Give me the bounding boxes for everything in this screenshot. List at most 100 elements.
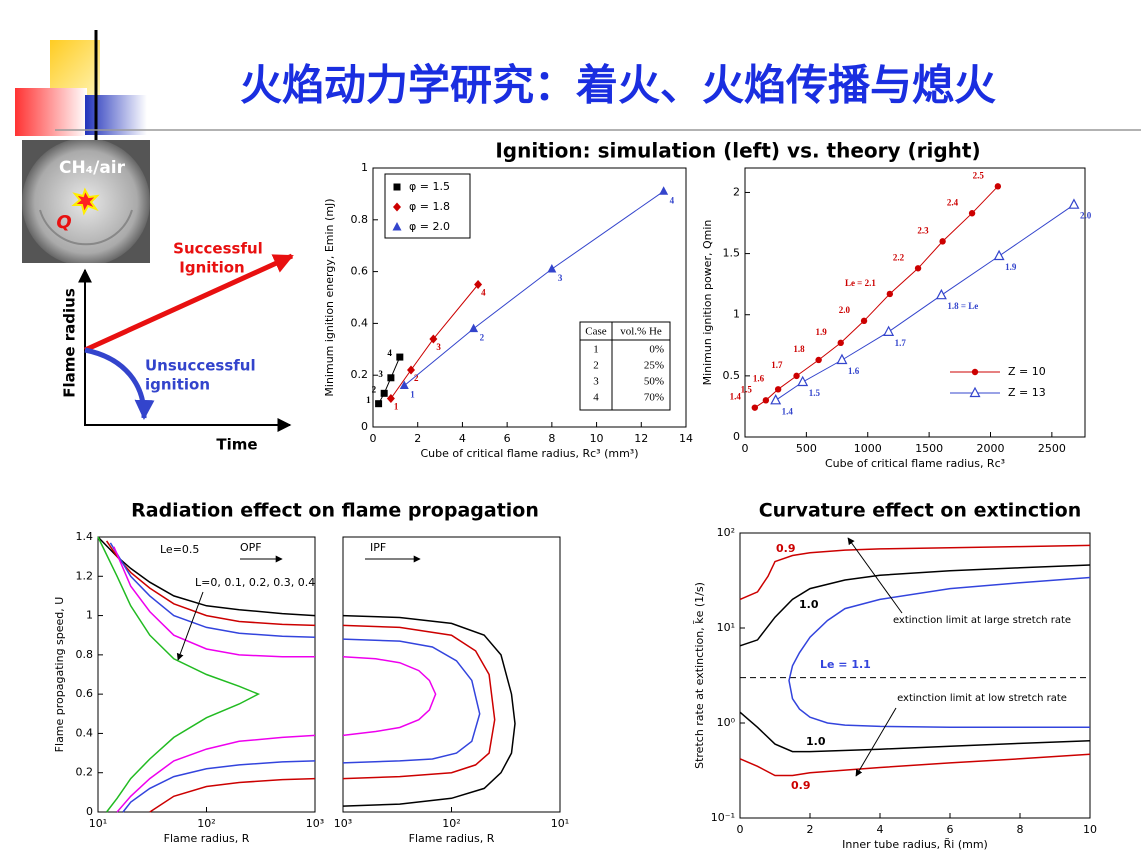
point <box>793 372 800 380</box>
x-tick-label: 2 <box>807 823 814 836</box>
legend-marker <box>392 222 402 231</box>
table-cell: 3 <box>593 376 599 388</box>
fit-line <box>390 284 479 399</box>
annotation: 0.9 <box>791 779 811 792</box>
point-label: 1 <box>394 402 399 412</box>
failure-label: ignition <box>145 376 210 394</box>
point <box>935 288 947 300</box>
x-tick-label: 10 <box>590 432 604 445</box>
point <box>770 394 782 405</box>
x-tick-label: 4 <box>459 432 466 445</box>
point <box>860 317 868 325</box>
decor-square <box>85 95 147 135</box>
point-label: 2.2 <box>893 252 905 262</box>
table-cell: 1 <box>593 344 599 356</box>
x-tick-label: 12 <box>634 432 648 445</box>
curve <box>342 624 496 780</box>
point-label: 1.9 <box>815 327 827 337</box>
point <box>474 280 483 290</box>
curve <box>788 576 1091 729</box>
point <box>469 323 479 333</box>
point <box>883 325 895 336</box>
x-tick-label: 10² <box>197 817 215 830</box>
x-axis-label: Cube of critical flame radius, Rc³ <box>825 457 1005 470</box>
table-header: Case <box>585 326 607 338</box>
point-label: 2.0 <box>839 305 851 315</box>
y-tick-label: 10⁰ <box>717 716 736 729</box>
point-label: 3 <box>558 273 563 283</box>
y-tick-label: 10² <box>717 526 735 539</box>
point-label: 1.5 <box>809 388 821 398</box>
fit-line <box>403 190 664 386</box>
point <box>547 264 557 273</box>
y-tick-label: 1 <box>733 308 740 321</box>
y-tick-label: 0.4 <box>76 726 94 739</box>
x-axis-label: Inner tube radius, R̃i (mm) <box>842 838 988 851</box>
point-label: 2 <box>372 384 377 394</box>
y-tick-label: 0.8 <box>351 213 369 226</box>
y-axis-label: Stretch rate at extinction, k̃e (1/s) <box>693 582 706 769</box>
annotation: L=0, 0.1, 0.2, 0.3, 0.4 <box>195 576 315 589</box>
legend-label: Z = 10 <box>1008 365 1046 378</box>
heat-source: Q <box>56 212 71 233</box>
legend-label: φ = 2.0 <box>409 220 450 233</box>
point <box>797 375 809 387</box>
point-label: 1.9 <box>1005 262 1017 272</box>
table-box <box>579 321 671 411</box>
point-label: 1.7 <box>771 360 783 370</box>
point <box>969 386 981 398</box>
y-tick-label: 0.6 <box>76 687 94 700</box>
y-tick-label: 0.2 <box>76 766 94 779</box>
point-label: 2.5 <box>973 170 985 180</box>
point <box>939 238 946 245</box>
point <box>971 368 979 376</box>
point <box>886 290 894 298</box>
annotation: IPF <box>370 541 386 554</box>
point-label: 2 <box>480 333 485 343</box>
curve <box>342 614 516 807</box>
x-tick-label: 0 <box>742 442 749 455</box>
x-tick-label: 6 <box>504 432 511 445</box>
point-label: 2.3 <box>917 225 929 235</box>
curve <box>122 760 316 813</box>
x-tick-label: 2 <box>414 432 421 445</box>
x-tick-label: 10³ <box>334 817 352 830</box>
x-tick-label: 6 <box>947 823 954 836</box>
plot-frame <box>739 532 1091 819</box>
point <box>659 186 669 195</box>
legend-marker <box>393 183 401 191</box>
axis-label: Flame radius <box>61 288 79 398</box>
x-tick-label: 8 <box>548 432 555 445</box>
y-tick-label: 2 <box>733 185 740 198</box>
curve <box>342 638 481 764</box>
point-label: 1 <box>366 395 371 405</box>
legend-label: φ = 1.8 <box>409 200 450 213</box>
annotation: extinction limit at low stretch rate <box>897 693 1067 704</box>
point <box>1068 198 1080 209</box>
x-tick-label: 10¹ <box>89 817 107 830</box>
table-header: vol.% He <box>620 326 662 338</box>
y-tick-label: 1.2 <box>76 569 94 582</box>
point <box>380 389 388 397</box>
point-label: 3 <box>378 369 383 379</box>
point <box>429 334 438 344</box>
point <box>399 380 409 390</box>
y-tick-label: 1 <box>86 609 93 622</box>
slide-title: 火焰动力学研究：着火、火焰传播与熄火 <box>240 61 996 110</box>
point <box>375 400 383 408</box>
point-label: 4 <box>481 288 486 298</box>
table-cell: 25% <box>644 360 664 372</box>
y-tick-label: 1 <box>361 161 368 174</box>
y-tick-label: 1.4 <box>76 530 94 543</box>
x-axis-label: Flame radius, R <box>409 832 495 845</box>
point-label: 1.4 <box>782 406 794 416</box>
point-label: 1.6 <box>753 373 765 383</box>
table-cell: 50% <box>644 376 664 388</box>
point-label: 1.8 = Le <box>947 301 978 311</box>
point-label: 1.5 <box>741 384 753 394</box>
plot-frame <box>372 167 687 428</box>
legend-label: φ = 1.5 <box>409 180 450 193</box>
point-label: 2 <box>414 373 419 383</box>
y-tick-label: 0.5 <box>723 369 741 382</box>
